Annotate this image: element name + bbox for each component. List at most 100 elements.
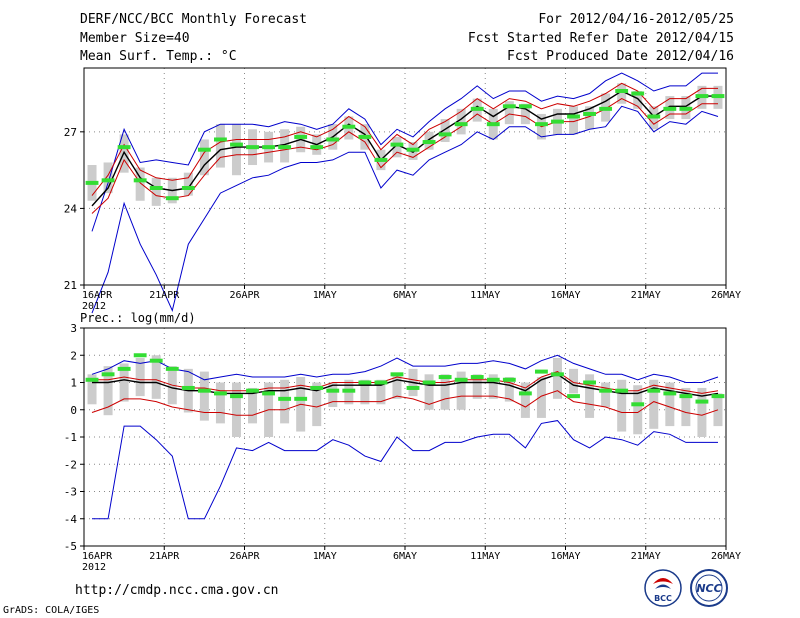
observed-marker <box>262 391 275 396</box>
observed-marker <box>246 388 259 393</box>
observed-marker <box>583 111 596 116</box>
spread-box <box>617 83 627 104</box>
spread-box <box>135 357 145 397</box>
y-tick-label: 0 <box>70 404 77 417</box>
spread-box <box>504 101 514 125</box>
y-tick-label: -3 <box>64 486 77 499</box>
y-tick-label: 1 <box>70 377 77 390</box>
y-tick-label: 3 <box>70 322 77 335</box>
observed-marker <box>149 185 163 190</box>
observed-marker <box>149 358 163 363</box>
spread-box <box>199 139 209 176</box>
y-tick-label: 24 <box>64 202 78 215</box>
x-tick-label: 26MAY <box>711 290 741 301</box>
spread-box <box>151 177 161 206</box>
observed-marker <box>133 178 147 183</box>
observed-marker <box>342 388 356 393</box>
observed-marker <box>197 388 211 393</box>
spread-box <box>119 363 129 402</box>
bcc-logo-text: BCC <box>654 594 672 603</box>
spread-box <box>488 374 498 399</box>
spread-box <box>440 374 450 410</box>
observed-marker <box>181 385 195 390</box>
x-tick-label: 11MAY <box>470 290 500 301</box>
spread-box <box>569 368 579 394</box>
observed-marker <box>326 137 340 142</box>
observed-marker <box>486 122 500 127</box>
spread-box <box>520 382 530 418</box>
x-tick-label: 21APR <box>149 290 180 301</box>
observed-marker <box>117 145 131 150</box>
x-tick-year-label: 2012 <box>82 301 106 312</box>
variable-label-temp: Mean Surf. Temp.: °C <box>80 49 237 64</box>
spread-box <box>103 162 113 194</box>
observed-marker <box>679 394 693 399</box>
spread-box <box>231 382 241 437</box>
spread-box <box>135 167 145 201</box>
plot-frame <box>83 67 727 286</box>
observed-marker <box>615 88 629 93</box>
observed-marker <box>214 137 227 142</box>
x-tick-label: 6MAY <box>393 290 417 301</box>
observed-marker <box>390 142 404 147</box>
observed-marker <box>583 380 596 385</box>
x-tick-label: 16MAY <box>550 290 580 301</box>
observed-marker <box>502 104 516 109</box>
observed-marker <box>310 145 324 150</box>
series-line <box>91 90 718 207</box>
series-line <box>92 420 718 520</box>
x-tick-label: 26MAY <box>711 551 741 562</box>
spread-box <box>552 357 562 399</box>
x-tick-label: 6MAY <box>393 551 417 562</box>
spread-box <box>633 385 643 435</box>
source-url[interactable]: http://cmdp.ncc.cma.gov.cn <box>75 583 279 598</box>
observed-marker <box>438 375 452 380</box>
observed-marker <box>695 94 709 99</box>
observed-marker <box>695 399 709 404</box>
observed-marker <box>326 388 340 393</box>
observed-marker <box>214 391 227 396</box>
observed-marker <box>294 396 308 401</box>
spread-box <box>472 374 482 399</box>
spread-box <box>248 387 258 424</box>
y-tick-label: -2 <box>64 458 77 471</box>
series-line <box>91 390 719 416</box>
observed-marker <box>599 388 613 393</box>
observed-marker <box>631 91 645 96</box>
observed-marker <box>631 402 645 407</box>
observed-marker <box>567 394 580 399</box>
observed-marker <box>342 124 356 129</box>
spread-box <box>697 387 707 437</box>
observed-marker <box>85 180 99 185</box>
observed-marker <box>502 377 516 382</box>
observed-marker <box>246 145 259 150</box>
observed-marker <box>551 119 564 124</box>
spread-box <box>151 355 161 399</box>
spread-box <box>617 379 627 432</box>
spread-box <box>520 103 530 125</box>
spread-box <box>312 382 322 427</box>
spread-box <box>681 387 691 427</box>
observed-marker <box>454 122 468 127</box>
observed-marker <box>374 157 388 162</box>
x-tick-label: 16APR <box>82 551 113 562</box>
x-tick-label: 11MAY <box>470 551 500 562</box>
chart-title: DERF/NCC/BCC Monthly Forecast <box>80 12 307 27</box>
spread-box <box>424 374 434 410</box>
spread-box <box>536 377 546 418</box>
observed-marker <box>647 114 661 119</box>
x-tick-label: 21MAY <box>631 551 661 562</box>
y-tick-label: -4 <box>64 513 78 526</box>
series-line <box>91 98 718 214</box>
observed-marker <box>470 106 484 111</box>
spread-box <box>231 124 241 176</box>
observed-marker <box>181 185 195 190</box>
observed-marker <box>101 372 115 377</box>
observed-marker <box>101 178 115 183</box>
observed-marker <box>599 106 613 111</box>
x-tick-label: 21APR <box>149 551 180 562</box>
grads-credit: GrADS: COLA/IGES <box>3 605 100 616</box>
observed-marker <box>406 385 420 390</box>
